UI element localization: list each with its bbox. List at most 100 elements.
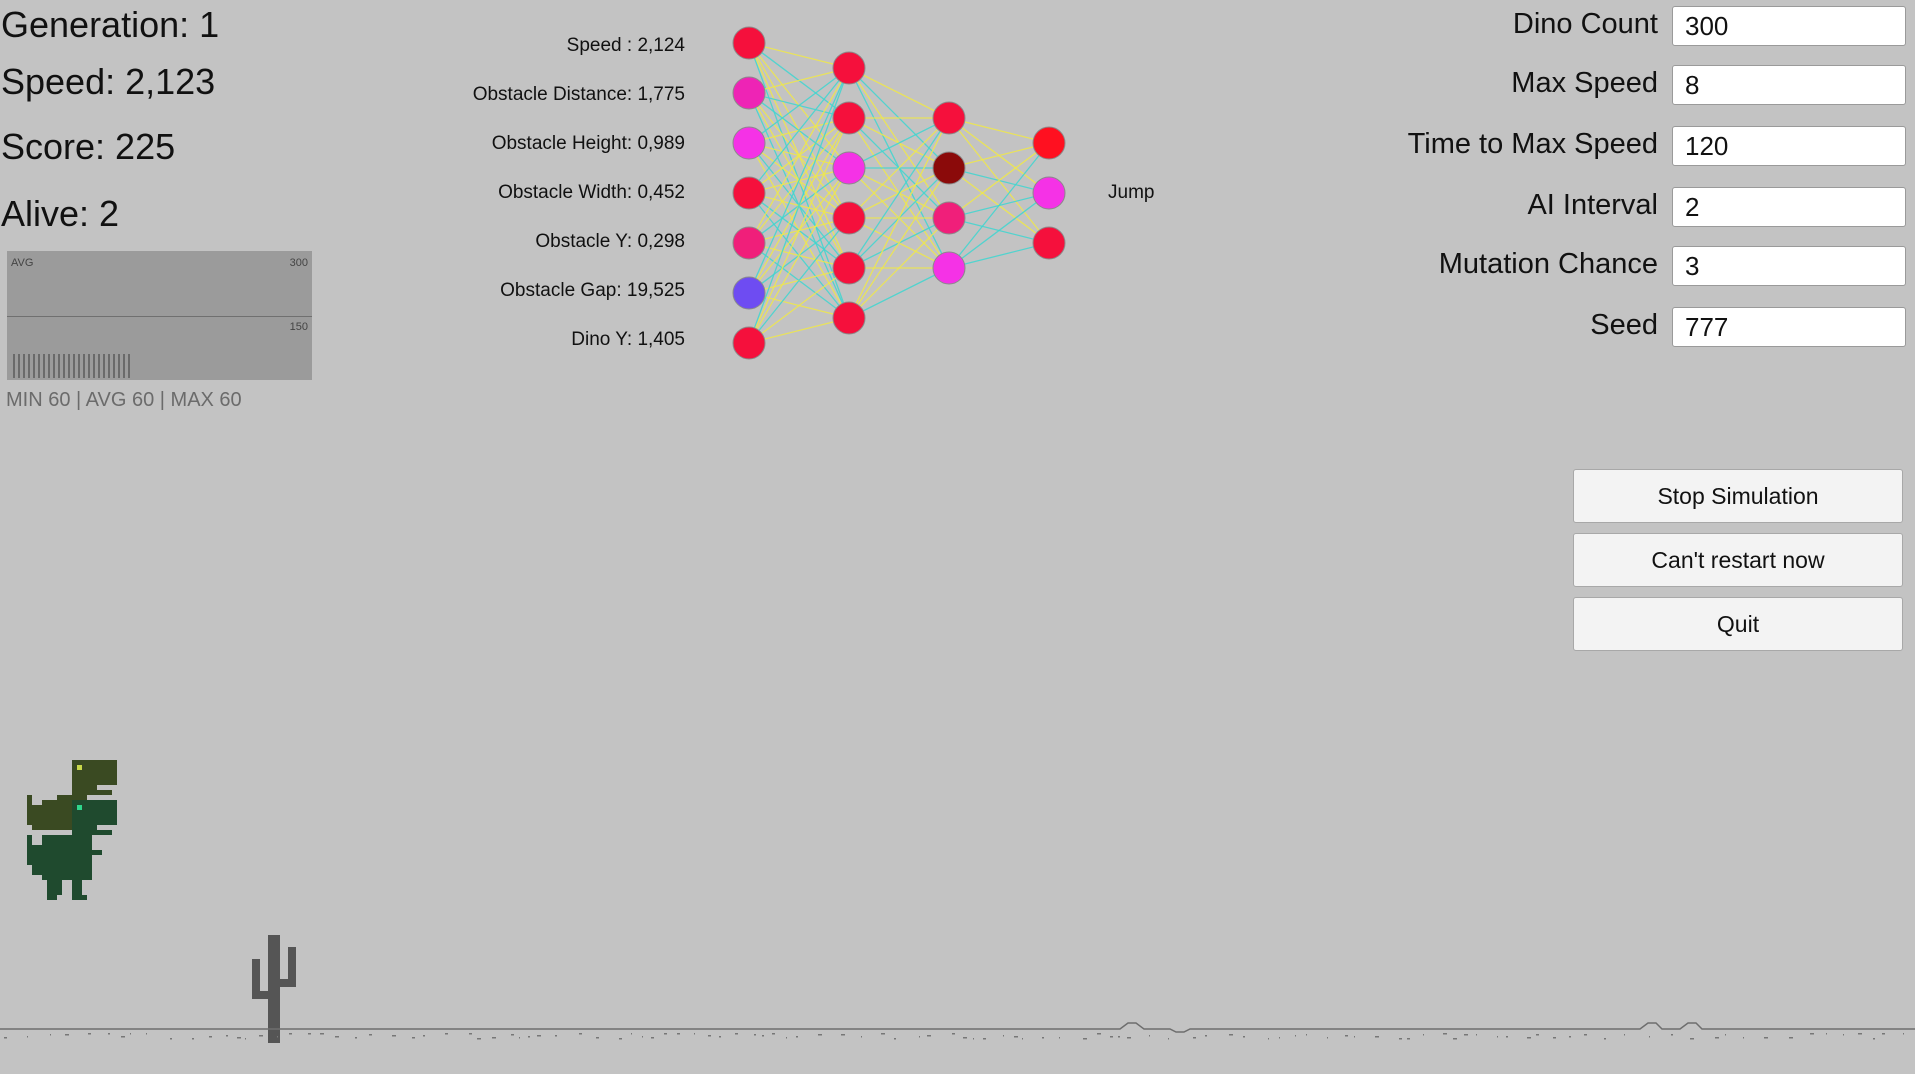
graph-avg-label: AVG xyxy=(11,257,34,269)
ground-pebble xyxy=(894,1038,896,1040)
ground-pebble xyxy=(881,1033,885,1035)
input-label-dino-y: Dino Y: 1,405 xyxy=(571,329,685,350)
ground-pebble xyxy=(631,1033,632,1035)
connection-line xyxy=(748,42,850,69)
ground-pebble xyxy=(108,1033,110,1035)
ground-pebble xyxy=(963,1037,967,1039)
ground-pebble xyxy=(1268,1038,1269,1040)
ground-pebble xyxy=(952,1033,955,1035)
ai-interval-input[interactable] xyxy=(1672,187,1906,227)
stop-simulation-button[interactable]: Stop Simulation xyxy=(1573,469,1903,523)
ground-pebble xyxy=(1497,1036,1498,1038)
ground-pebble xyxy=(1205,1035,1207,1037)
connection-line xyxy=(748,267,850,344)
ground-pebble xyxy=(1584,1034,1587,1036)
ground-pebble xyxy=(762,1035,764,1037)
setting-label-max-speed: Max Speed xyxy=(1511,67,1658,99)
graph-history-bars xyxy=(13,354,130,378)
ground-pebble xyxy=(1476,1034,1477,1036)
graph-mid-tick: 150 xyxy=(289,321,308,333)
setting-label-ai-interval: AI Interval xyxy=(1527,189,1658,221)
ground-pebble xyxy=(492,1037,496,1039)
ground-pebble xyxy=(1873,1038,1875,1040)
generation-label: Generation: 1 xyxy=(1,4,220,45)
neuron-node xyxy=(932,151,966,185)
neuron-node xyxy=(832,151,866,185)
ground-pebble xyxy=(245,1038,246,1040)
seed-input[interactable] xyxy=(1672,307,1906,347)
connection-line xyxy=(948,117,1050,144)
ground-pebble xyxy=(861,1036,862,1038)
neuron-node xyxy=(832,51,866,85)
ground-pebble xyxy=(919,1036,920,1038)
quit-button[interactable]: Quit xyxy=(1573,597,1903,651)
ground-pebble xyxy=(1671,1034,1673,1036)
connection-line xyxy=(848,117,950,219)
neuron-node xyxy=(932,251,966,285)
ground-pebble xyxy=(289,1033,292,1035)
performance-graph: AVG 300 150 xyxy=(7,251,312,380)
ground-pebble xyxy=(1149,1035,1150,1037)
ground-pebble xyxy=(528,1036,530,1038)
ground-pebble xyxy=(1443,1033,1447,1035)
connection-line xyxy=(748,67,850,244)
ground-pebble xyxy=(308,1033,311,1035)
neuron-node xyxy=(1032,176,1066,210)
ground-pebble xyxy=(130,1033,131,1035)
neuron-node xyxy=(732,176,766,210)
restart-button[interactable]: Can't restart now xyxy=(1573,533,1903,587)
ground-pebble xyxy=(1715,1037,1719,1039)
ground-pebble xyxy=(335,1036,339,1038)
ground-pebble xyxy=(1725,1034,1726,1036)
connection-line xyxy=(748,67,850,294)
input-label-obstacle-width: Obstacle Width: 0,452 xyxy=(498,182,685,203)
ground-pebble xyxy=(1453,1038,1457,1040)
max-speed-input[interactable] xyxy=(1672,65,1906,105)
ground-pebble xyxy=(664,1033,667,1035)
ground-pebble xyxy=(1127,1037,1131,1039)
ground-pebble xyxy=(619,1038,622,1040)
ground-pebble xyxy=(1022,1038,1023,1040)
neuron-node xyxy=(932,101,966,135)
neuron-node xyxy=(732,226,766,260)
ground-pebble xyxy=(983,1038,986,1040)
ground-pebble xyxy=(445,1033,448,1035)
connection-line xyxy=(948,142,1050,269)
ground-pebble xyxy=(320,1033,324,1035)
ground-pebble xyxy=(537,1035,541,1037)
connection-line xyxy=(948,142,1050,169)
ground-pebble xyxy=(596,1037,599,1039)
connection-line xyxy=(848,217,950,319)
ground-pebble xyxy=(65,1034,69,1036)
performance-summary: MIN 60 | AVG 60 | MAX 60 xyxy=(6,389,242,411)
ground-pebble xyxy=(1168,1038,1169,1040)
connection-line xyxy=(748,67,850,194)
connection-line xyxy=(748,67,850,344)
connection-line xyxy=(748,67,850,94)
cactus-obstacle xyxy=(252,935,296,1043)
mutation-chance-input[interactable] xyxy=(1672,246,1906,286)
ground-pebble xyxy=(477,1038,481,1040)
input-label-obstacle-height: Obstacle Height: 0,989 xyxy=(491,133,685,154)
connection-line xyxy=(848,117,950,169)
neuron-node xyxy=(832,201,866,235)
graph-max-tick: 300 xyxy=(289,257,308,269)
ground-pebble xyxy=(1083,1038,1087,1040)
ground-pebble xyxy=(1110,1036,1113,1038)
ground-pebble xyxy=(841,1034,845,1036)
ground-pebble xyxy=(818,1034,822,1036)
time-to-max-speed-input[interactable] xyxy=(1672,126,1906,166)
ground-pebble xyxy=(1506,1036,1508,1038)
ground-pebble xyxy=(412,1037,415,1039)
ground-pebble xyxy=(754,1034,756,1036)
ground-pebble xyxy=(1789,1037,1793,1039)
ground-pebble xyxy=(735,1033,738,1035)
alive-label: Alive: 2 xyxy=(1,193,120,234)
input-label-obstacle-y: Obstacle Y: 0,298 xyxy=(535,231,685,252)
dino-count-input[interactable] xyxy=(1672,6,1906,46)
ground-pebble xyxy=(50,1034,51,1036)
neuron-node xyxy=(832,101,866,135)
neuron-node xyxy=(1032,126,1066,160)
ground-pebble xyxy=(519,1037,520,1039)
ground-pebble xyxy=(121,1036,125,1038)
